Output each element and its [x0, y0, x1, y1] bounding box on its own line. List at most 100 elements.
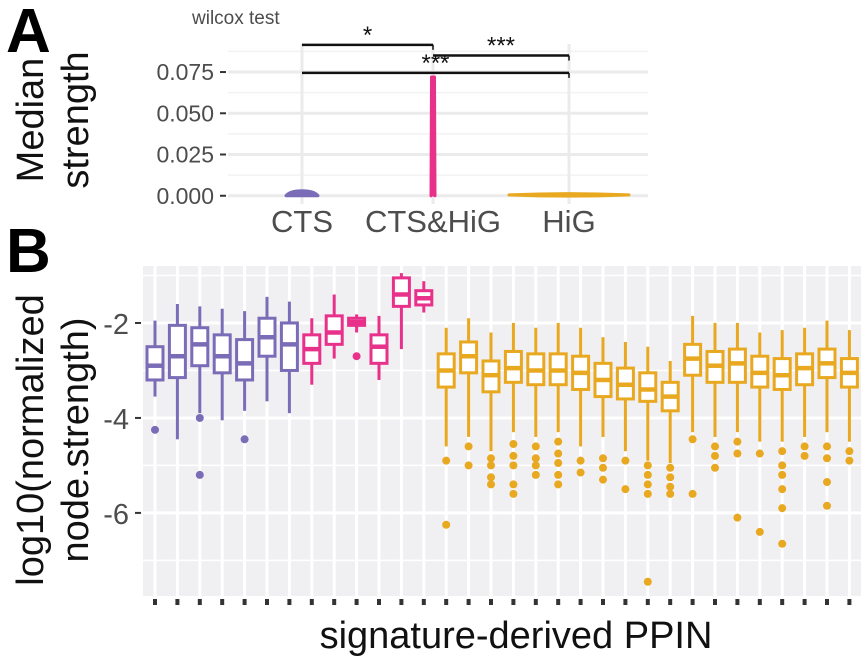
panel-b-box [190, 326, 210, 368]
panel-b-boxplot [750, 332, 770, 536]
panel-b-outlier [240, 435, 249, 444]
panel-b-boxplot [235, 311, 255, 444]
panel-b-outlier [733, 449, 742, 458]
panel-b-outlier [643, 489, 652, 498]
panel-a-ylabel: Median strength [10, 51, 97, 188]
panel-b-boxplot [660, 360, 680, 498]
panel-b-outlier [599, 463, 607, 472]
panel-b-outlier [666, 473, 675, 482]
panel-b-boxplot [817, 320, 837, 510]
panel-b-outlier [733, 437, 742, 446]
panel-b-outlier [621, 456, 630, 465]
panel-b-boxplot [571, 327, 591, 477]
panel-b-x-tick-mark [377, 599, 381, 605]
panel-b-x-tick-mark [153, 599, 157, 605]
panel-b-outlier [733, 513, 742, 522]
panel-b-box [167, 323, 187, 380]
panel-b-outlier [778, 461, 787, 470]
panel-b-outlier [755, 449, 764, 458]
panel-b-ylabel-line1: log10(normalized [10, 294, 52, 586]
panel-b-outlier [509, 440, 518, 449]
panel-b-x-tick-mark [421, 599, 426, 605]
panel-b-box [279, 321, 299, 372]
panel-b-y-tick-label: -2 [103, 309, 129, 341]
panel-b-x-tick-mark [220, 599, 225, 605]
panel-b-boxplot [795, 327, 815, 460]
panel-b-x-tick-mark [197, 599, 202, 605]
panel-b-boxplot [145, 320, 165, 434]
panel-b-boxplot [391, 273, 411, 350]
panel-b-outlier [800, 442, 809, 451]
panel-b-outlier [778, 485, 787, 494]
panel-b-outlier [442, 456, 451, 465]
panel-b-boxplot [638, 346, 658, 586]
panel-b-outlier [778, 539, 787, 548]
panel-b-boxplot [481, 332, 501, 489]
panel-b-boxplot [436, 327, 456, 529]
panel-b-box [391, 276, 411, 308]
panel-b-x-tick-mark [354, 599, 359, 605]
panel-b-outlier [778, 470, 787, 479]
panel-b-x-tick-mark [309, 599, 314, 605]
panel-b-x-tick-mark [690, 599, 695, 605]
panel-b-outlier [442, 520, 451, 529]
panel-b-box [727, 347, 747, 384]
panel-b-outlier [509, 480, 518, 489]
panel-b-outlier [621, 485, 630, 494]
panel-b-ylabel: log10(normalized node.strength) [10, 294, 97, 586]
panel-b-x-tick-mark [489, 599, 493, 605]
panel-b-boxplot [212, 308, 232, 421]
panel-b-x-tick-mark [825, 599, 829, 605]
panel-b-outlier [643, 577, 652, 586]
panel-b-outlier [487, 461, 495, 470]
panel-b-box [212, 333, 232, 375]
panel-a-comparison-label: *** [487, 33, 515, 60]
panel-b-outlier [599, 454, 607, 463]
panel-b-y-ticks: -6 -4 -2 [103, 309, 141, 531]
panel-b-x-tick-mark [399, 599, 404, 605]
panel-b-plot-area [143, 266, 861, 596]
panel-b-boxplot [772, 330, 792, 548]
panel-b-outlier [666, 482, 675, 491]
panel-b-outlier [509, 451, 518, 460]
panel-a-y-tick-label: 0.075 [156, 59, 214, 85]
panel-b-boxplot [324, 294, 344, 359]
panel-b-x-tick-mark [265, 599, 269, 605]
panel-b-outlier [688, 489, 697, 498]
panel-b-outlier [823, 478, 831, 487]
panel-b-y-tick-label: -4 [103, 404, 129, 436]
panel-b-outlier [688, 435, 697, 444]
panel-b-boxplot [190, 306, 210, 479]
panel-b-outlier [845, 447, 854, 456]
panel-b-boxplots [145, 273, 859, 586]
panel-b-boxplot [459, 318, 479, 470]
panel-b-x-tick-mark [802, 599, 807, 605]
panel-b-outlier [845, 456, 854, 465]
panel-b-x-tick-mark [668, 599, 673, 605]
panel-a-violins [284, 75, 631, 198]
panel-b-y-tick-label: -6 [103, 499, 129, 531]
panel-b-x-tick-mark [735, 599, 740, 605]
panel-b-outlier [643, 470, 652, 479]
panel-b-box [638, 371, 658, 403]
panel-b-x-tick-mark [713, 599, 717, 605]
panel-b-x-ticks [153, 599, 852, 605]
panel-a-violin-hig [507, 192, 631, 198]
panel-b-outlier [576, 468, 585, 477]
panel-letter-a: A [6, 0, 51, 66]
panel-b-boxplot [526, 327, 546, 479]
panel-b-boxplot [705, 322, 725, 472]
panel-b-outlier [778, 447, 787, 456]
panel-b-outlier [711, 463, 719, 472]
panel-a-significance-brackets: * ****** [302, 22, 570, 78]
panel-b-outlier [823, 454, 831, 463]
panel-b-outlier [823, 501, 831, 510]
panel-b-x-tick-mark [578, 599, 583, 605]
panel-a-y-tick-label: 0.025 [156, 142, 214, 168]
panel-b-x-tick-mark [757, 599, 762, 605]
panel-b-x-tick-mark [444, 599, 449, 605]
panel-b-boxplot [593, 337, 613, 484]
panel-b-boxplot [167, 303, 187, 440]
panel-b-outlier [823, 442, 831, 451]
